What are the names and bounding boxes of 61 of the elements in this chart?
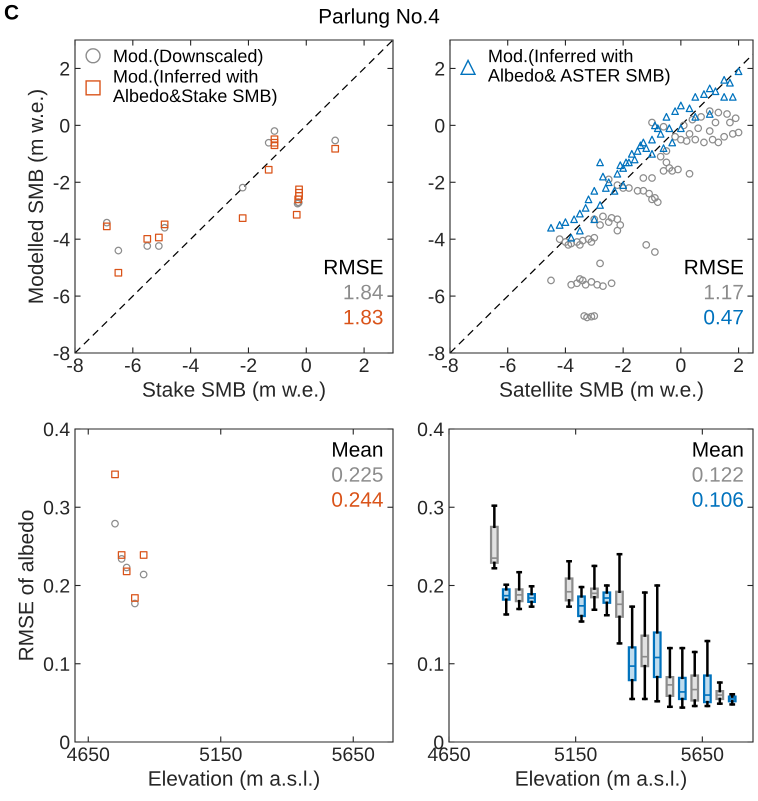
annotation: 0.225: [332, 467, 383, 482]
y-tick-label: -8: [428, 346, 444, 360]
x-axis-title: Elevation (m a.s.l.): [516, 770, 686, 790]
x-tick-label: -6: [500, 358, 516, 372]
y-tick-label: 0.2: [418, 578, 444, 593]
x-tick-label: 0: [676, 358, 686, 372]
annotation: RMSE: [685, 260, 744, 274]
legend-label: Mod.(Inferred with Albedo&Stake SMB): [112, 69, 276, 106]
annotation: Mean: [693, 442, 743, 457]
annotation: 0.47: [704, 310, 743, 324]
y-tick-label: 2: [60, 62, 70, 76]
y-tick-label: 0.1: [44, 657, 70, 671]
x-tick-label: -6: [125, 358, 141, 372]
x-tick-label: 5650: [332, 747, 374, 762]
y-axis-title: Modelled SMB (m w.e.): [28, 90, 48, 302]
y-tick-label: -6: [54, 290, 70, 304]
text: C: [4, 4, 18, 20]
y-tick-label: 0: [435, 118, 444, 133]
y-tick-label: 2: [435, 62, 444, 76]
y-axis-title: RMSE of albedo: [18, 510, 34, 660]
legend-label: Mod.(Downscaled): [114, 49, 262, 66]
y-tick-label: 0: [434, 735, 444, 750]
annotation: 0.106: [692, 492, 743, 507]
x-tick-label: 2: [734, 358, 744, 372]
x-tick-label: -2: [240, 358, 256, 372]
x-tick-label: 5650: [681, 747, 724, 762]
x-tick-label: -2: [615, 358, 631, 372]
x-axis-title: Satellite SMB (m w.e.): [500, 382, 703, 401]
x-axis-title: Stake SMB (m w.e.): [142, 382, 325, 401]
y-tick-label: 0.3: [418, 500, 444, 514]
y-tick-label: 0.3: [44, 500, 70, 514]
x-tick-label: 5150: [200, 747, 242, 762]
y-tick-label: -4: [54, 232, 70, 246]
y-tick-label: 0.4: [44, 422, 70, 436]
annotation: 1.84: [344, 284, 383, 300]
annotation: RMSE: [324, 260, 383, 274]
y-tick-label: 0.4: [418, 422, 444, 436]
y-tick-label: 0.2: [44, 578, 70, 593]
x-tick-label: -4: [182, 358, 199, 372]
x-tick-label: 4650: [428, 747, 470, 762]
y-tick-label: -8: [54, 346, 70, 360]
annotation: Mean: [333, 442, 382, 457]
y-tick-label: 0: [60, 118, 70, 133]
y-tick-label: 0: [60, 735, 70, 750]
x-tick-label: -4: [558, 358, 574, 372]
x-axis-title: Elevation (m a.s.l.): [149, 770, 319, 790]
annotation: 0.122: [692, 467, 743, 482]
y-tick-label: 0.1: [418, 657, 444, 671]
annotation: 1.17: [704, 284, 743, 300]
y-tick-label: -6: [428, 290, 444, 304]
x-tick-label: 4650: [67, 747, 110, 762]
x-tick-label: 0: [302, 358, 311, 372]
y-tick-label: -2: [54, 176, 70, 190]
chart-title: Parlung No.4: [320, 8, 440, 28]
y-tick-label: -4: [428, 232, 445, 246]
y-tick-label: -2: [428, 176, 444, 190]
x-tick-label: 5150: [554, 747, 597, 762]
legend-label: Mod.(Inferred with Albedo& ASTER SMB): [488, 49, 670, 86]
x-tick-label: 2: [360, 358, 369, 372]
annotation: 1.83: [344, 310, 383, 324]
annotation: 0.244: [332, 492, 383, 507]
